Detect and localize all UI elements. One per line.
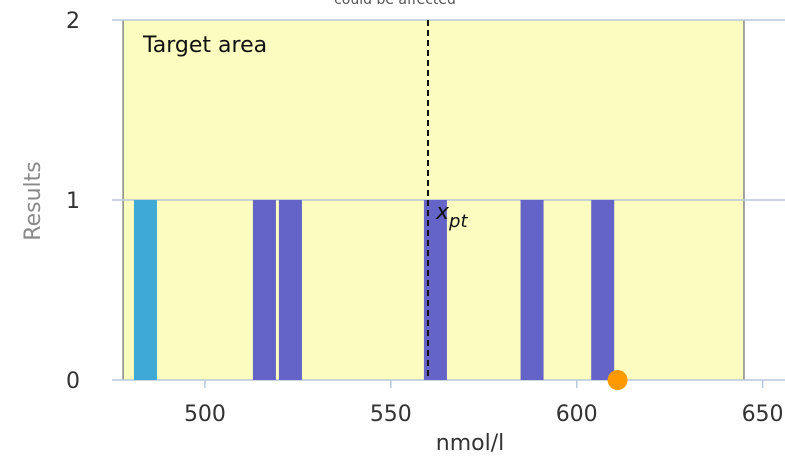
- grid-layer: [112, 19, 785, 388]
- x-tick-label-600: 600: [556, 402, 598, 427]
- x-tick-label-500: 500: [184, 402, 226, 427]
- result-marker: [607, 370, 628, 390]
- x-tick-label-650: 650: [742, 402, 784, 427]
- y-tick-label-2: 2: [66, 9, 80, 34]
- x-axis-title: nmol/l: [436, 431, 504, 456]
- bar-4: [520, 200, 544, 380]
- reference-lines-layer: [426, 20, 628, 390]
- bar-3: [423, 200, 447, 380]
- target-area-label: Target area: [142, 33, 267, 58]
- bars-layer: [133, 200, 615, 380]
- assigned-value-label: xpt: [435, 200, 468, 232]
- x-tick-label-550: 550: [370, 402, 412, 427]
- bar-2: [278, 200, 302, 380]
- bar-1: [252, 200, 276, 380]
- y-axis-title: Results: [21, 161, 46, 240]
- labels-layer: could be affected Target area nmol/l Res…: [21, 0, 784, 456]
- y-tick-label-0: 0: [66, 369, 80, 394]
- y-tick-label-1: 1: [66, 189, 80, 214]
- bar-0: [133, 200, 157, 380]
- top-clipped-text: could be affected: [334, 0, 456, 8]
- bar-5: [591, 200, 615, 380]
